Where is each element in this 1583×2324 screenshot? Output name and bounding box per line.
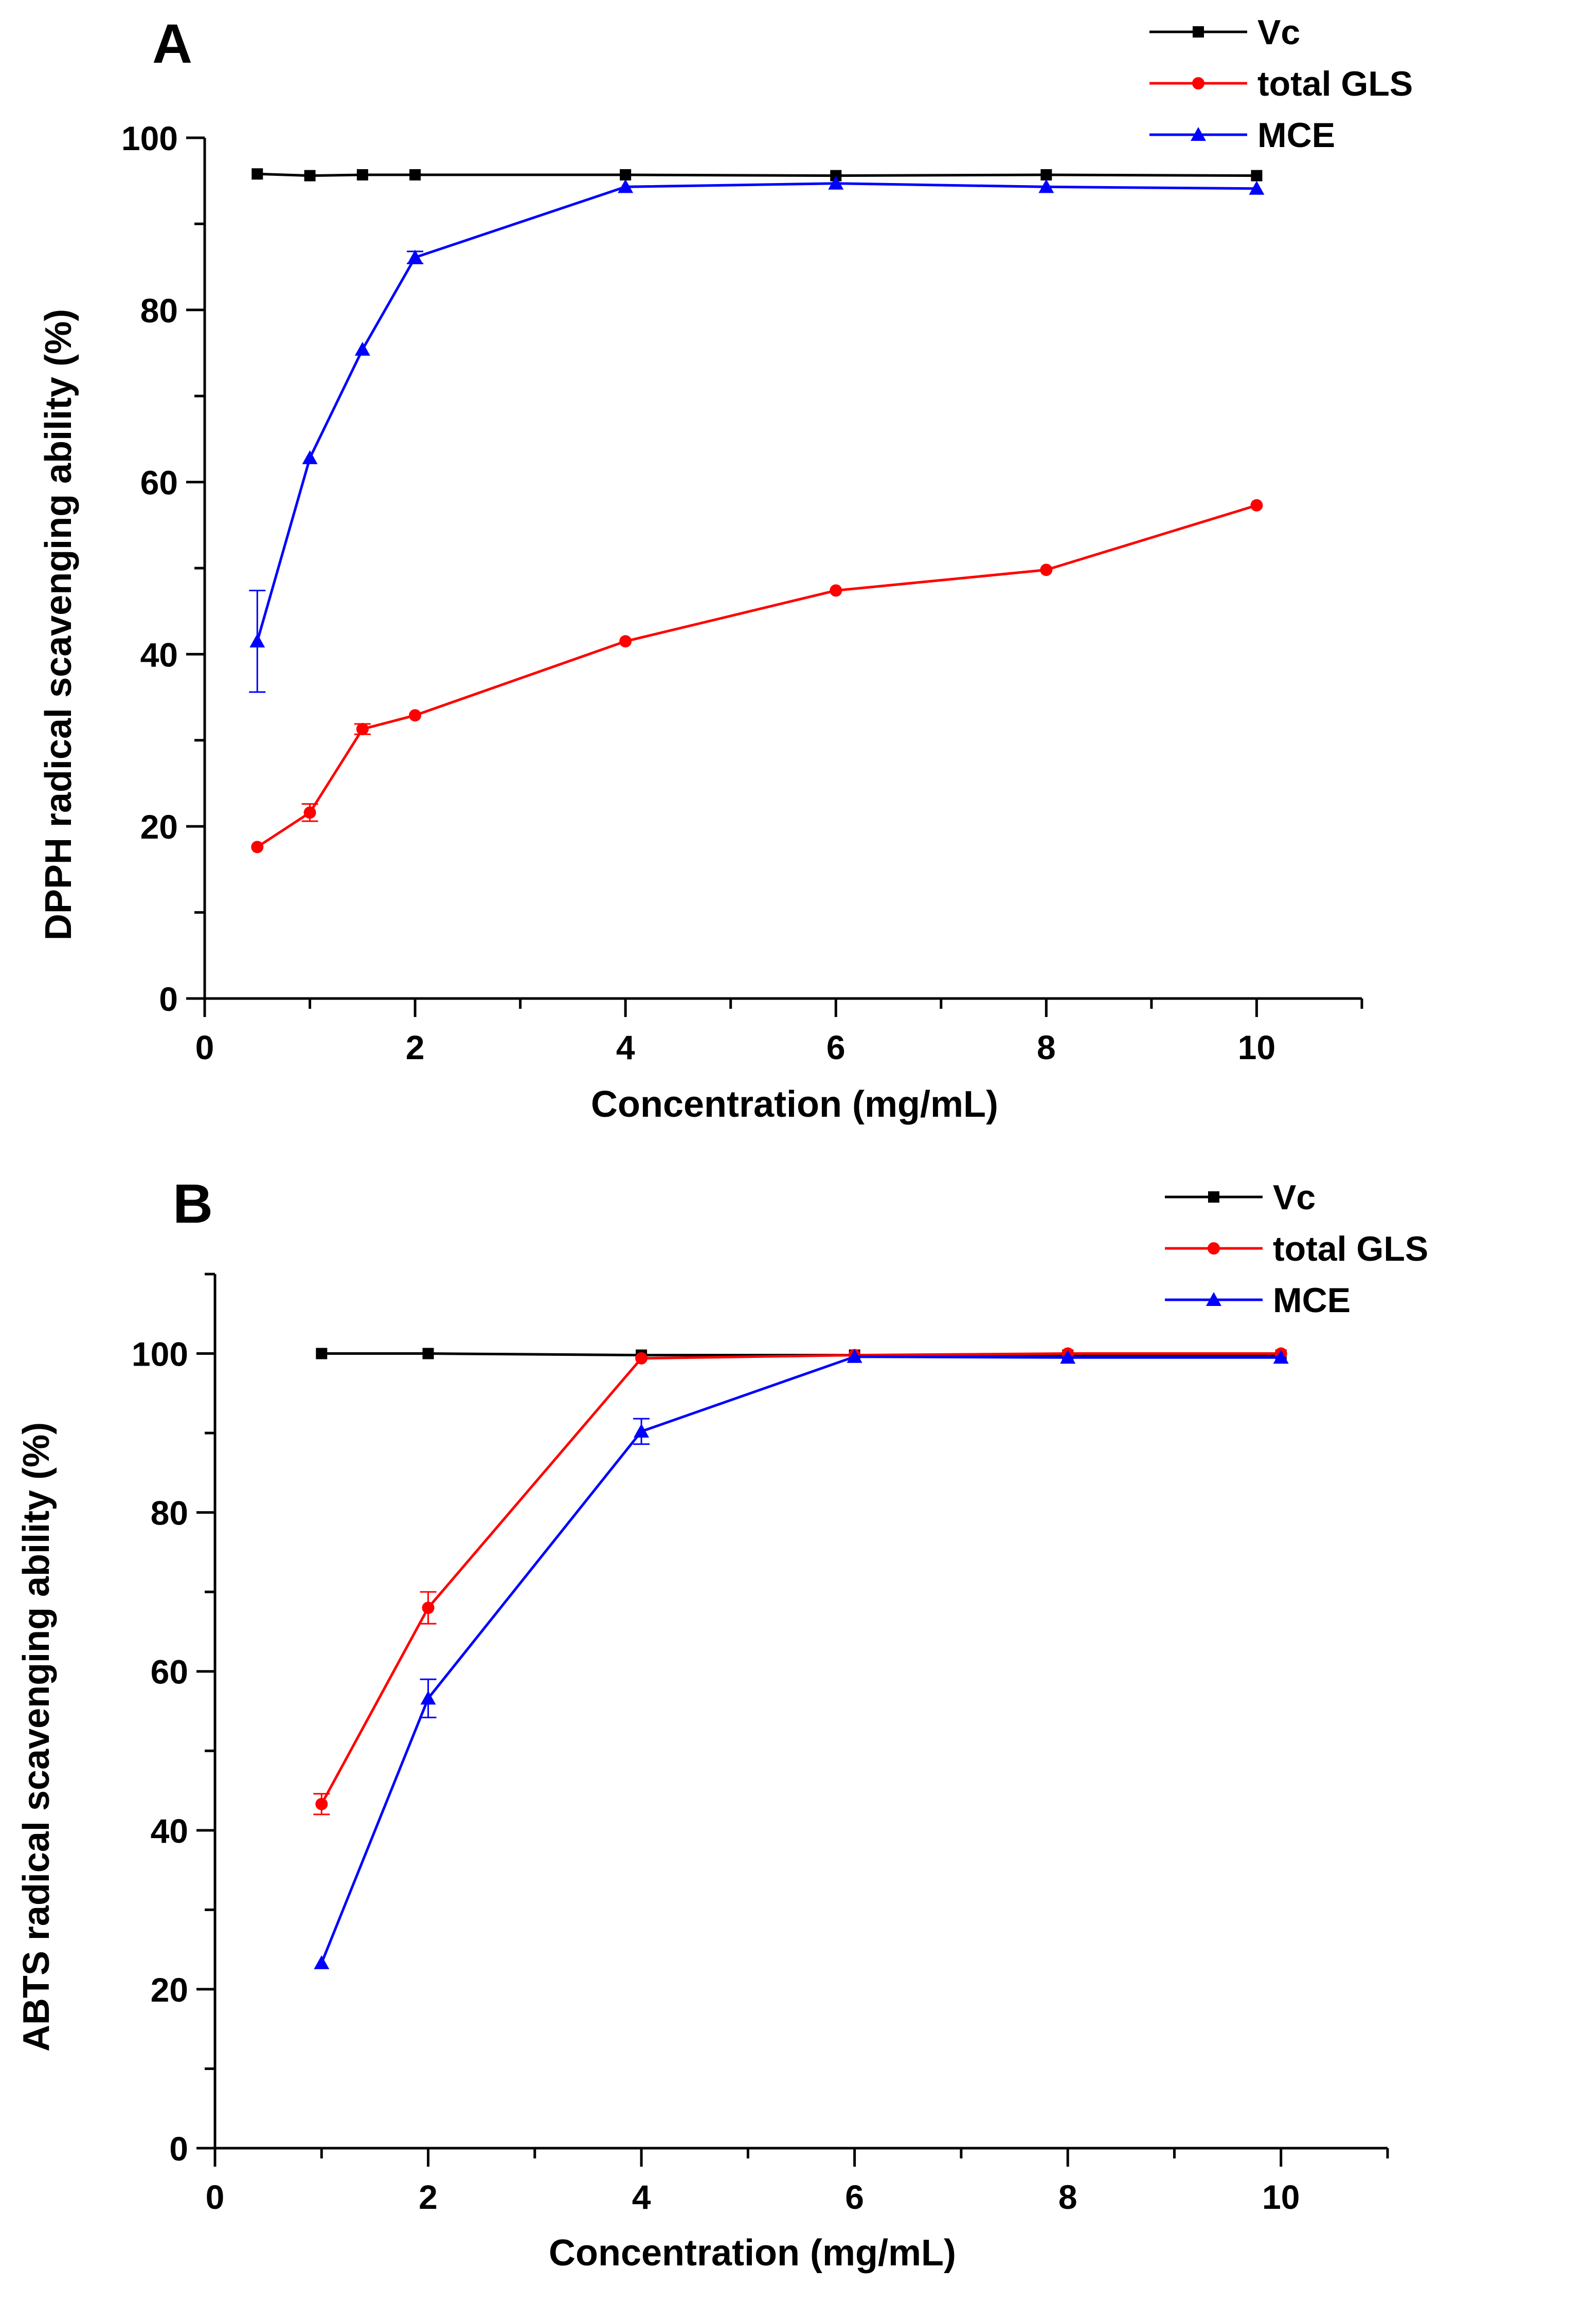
x-tick-label: 10 [1262, 2178, 1300, 2216]
legend-marker-total-gls [1192, 77, 1204, 89]
y-tick-label: 0 [169, 2130, 188, 2168]
data-point-total-gls [251, 841, 264, 854]
series-line-mce [256, 182, 1257, 642]
x-tick-label: 6 [826, 1028, 846, 1066]
panel-label-a: A [152, 12, 192, 75]
legend-marker-vc [1208, 1191, 1219, 1203]
x-tick-label: 8 [1058, 2178, 1077, 2216]
y-tick-label: 60 [151, 1653, 188, 1691]
data-point-total-gls [356, 723, 369, 736]
data-point-mce [302, 450, 318, 464]
legend-marker-mce [1206, 1292, 1221, 1306]
data-point-mce [1060, 1350, 1076, 1364]
y-tick-label: 40 [151, 1812, 188, 1850]
y-tick-label: 40 [140, 636, 178, 674]
legend-marker-mce [1191, 127, 1206, 141]
y-tick-label: 20 [140, 808, 178, 846]
panel-label-b: B [173, 1172, 213, 1234]
legend-label-mce: MCE [1257, 116, 1335, 155]
y-tick-label: 100 [121, 119, 178, 157]
data-point-vc [251, 168, 263, 180]
data-point-mce [420, 1691, 436, 1705]
legend-label-total-gls: total GLS [1273, 1229, 1428, 1268]
legend-label-vc: Vc [1273, 1178, 1316, 1217]
data-point-mce [828, 175, 844, 190]
data-point-total-gls [303, 806, 316, 819]
data-point-vc [620, 169, 632, 180]
x-tick-label: 8 [1037, 1028, 1056, 1066]
data-point-vc [316, 1348, 328, 1359]
x-tick-label: 2 [419, 2178, 438, 2216]
x-tick-label: 0 [206, 2178, 225, 2216]
data-point-vc [409, 169, 421, 180]
y-axis-label: DPPH radical scavenging ability (%) [38, 309, 79, 940]
x-tick-label: 0 [195, 1028, 214, 1066]
data-point-vc [1040, 169, 1052, 180]
series-line-vc [257, 172, 1257, 177]
series-line-total-gls [256, 504, 1257, 848]
data-point-mce [634, 1424, 650, 1438]
y-tick-label: 80 [140, 292, 178, 330]
data-point-total-gls [635, 1352, 648, 1365]
x-axis-label: Concentration (mg/mL) [591, 1084, 998, 1125]
series-line-total-gls [320, 1352, 1281, 1805]
data-point-mce [314, 1955, 330, 1969]
data-point-mce [1273, 1350, 1289, 1364]
x-tick-label: 10 [1238, 1028, 1275, 1066]
data-point-vc [1251, 170, 1263, 181]
data-point-vc [830, 170, 842, 181]
data-point-total-gls [619, 635, 632, 648]
data-point-total-gls [422, 1602, 435, 1614]
y-tick-label: 60 [140, 464, 178, 502]
data-point-vc [422, 1348, 434, 1359]
y-axis-label: ABTS radical scavenging ability (%) [16, 1422, 57, 2051]
y-tick-label: 100 [132, 1335, 188, 1373]
x-tick-label: 6 [845, 2178, 864, 2216]
data-point-total-gls [1250, 499, 1263, 512]
legend-label-mce: MCE [1273, 1281, 1351, 1320]
series-line-mce [320, 1355, 1281, 1964]
data-point-vc [356, 169, 368, 180]
data-point-mce [354, 341, 370, 356]
data-point-mce [407, 249, 423, 264]
series-line-vc [321, 1352, 1281, 1357]
data-point-mce [847, 1349, 862, 1363]
data-point-total-gls [1040, 564, 1053, 576]
data-point-total-gls [315, 1798, 328, 1810]
legend-label-vc: Vc [1257, 13, 1300, 52]
data-point-mce [618, 179, 634, 193]
data-point-mce [1038, 179, 1054, 193]
x-tick-label: 2 [406, 1028, 425, 1066]
legend-label-total-gls: total GLS [1257, 64, 1413, 103]
x-axis-label: Concentration (mg/mL) [549, 2232, 956, 2274]
data-point-total-gls [830, 584, 842, 597]
x-tick-label: 4 [616, 1028, 635, 1066]
y-tick-label: 80 [151, 1494, 188, 1532]
data-point-mce [249, 633, 265, 648]
data-point-vc [304, 170, 316, 181]
data-point-total-gls [409, 709, 422, 722]
y-tick-label: 0 [159, 980, 178, 1018]
legend-marker-total-gls [1208, 1242, 1220, 1255]
legend-marker-vc [1193, 26, 1204, 38]
x-tick-label: 4 [632, 2178, 651, 2216]
y-tick-label: 20 [151, 1971, 188, 2009]
data-point-mce [1249, 180, 1265, 195]
